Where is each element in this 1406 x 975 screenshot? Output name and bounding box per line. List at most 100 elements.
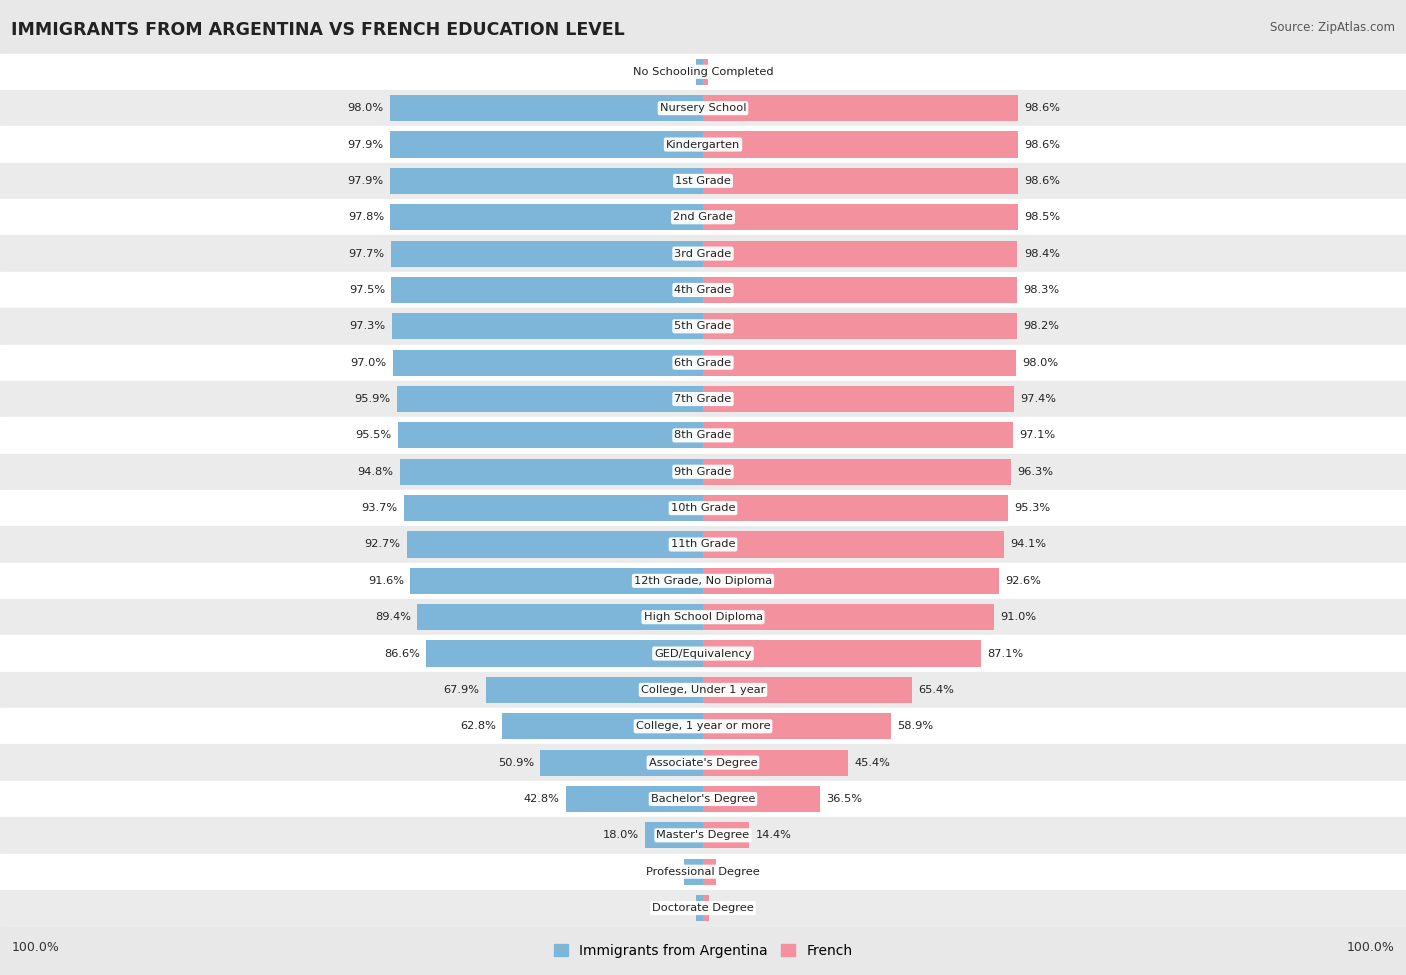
Text: 4.2%: 4.2% xyxy=(723,867,751,877)
Bar xyxy=(391,132,703,158)
Bar xyxy=(0,308,1406,344)
Bar xyxy=(391,204,703,230)
Text: 2.1%: 2.1% xyxy=(661,67,690,77)
Bar xyxy=(0,636,1406,672)
Bar xyxy=(0,235,1406,272)
Text: IMMIGRANTS FROM ARGENTINA VS FRENCH EDUCATION LEVEL: IMMIGRANTS FROM ARGENTINA VS FRENCH EDUC… xyxy=(11,21,626,39)
Bar xyxy=(703,96,1018,121)
Text: College, Under 1 year: College, Under 1 year xyxy=(641,684,765,695)
Text: 14.4%: 14.4% xyxy=(755,831,792,840)
Text: 89.4%: 89.4% xyxy=(375,612,411,622)
Text: 2.2%: 2.2% xyxy=(661,903,689,913)
Text: 58.9%: 58.9% xyxy=(897,722,934,731)
Text: 45.4%: 45.4% xyxy=(855,758,890,767)
Text: 97.4%: 97.4% xyxy=(1021,394,1057,404)
Bar xyxy=(0,54,1406,90)
Text: 92.6%: 92.6% xyxy=(1005,576,1042,586)
Text: 95.9%: 95.9% xyxy=(354,394,391,404)
Bar xyxy=(703,750,848,776)
Bar xyxy=(392,313,703,339)
Bar xyxy=(0,890,1406,926)
Bar xyxy=(0,381,1406,417)
Text: College, 1 year or more: College, 1 year or more xyxy=(636,722,770,731)
Text: 2nd Grade: 2nd Grade xyxy=(673,213,733,222)
Bar xyxy=(703,313,1017,339)
Text: 5.9%: 5.9% xyxy=(650,867,678,877)
Bar xyxy=(0,781,1406,817)
Text: Bachelor's Degree: Bachelor's Degree xyxy=(651,794,755,804)
Bar xyxy=(703,241,1018,267)
Bar xyxy=(391,277,703,303)
Text: 97.5%: 97.5% xyxy=(349,285,385,295)
Text: 94.1%: 94.1% xyxy=(1010,539,1046,550)
Bar xyxy=(0,489,1406,526)
Bar xyxy=(703,567,998,594)
Bar xyxy=(703,604,994,630)
Bar xyxy=(703,132,1018,158)
Text: 95.3%: 95.3% xyxy=(1014,503,1050,513)
Bar xyxy=(703,859,717,884)
Text: 36.5%: 36.5% xyxy=(827,794,862,804)
Bar xyxy=(696,895,703,921)
Text: No Schooling Completed: No Schooling Completed xyxy=(633,67,773,77)
Text: 91.6%: 91.6% xyxy=(368,576,404,586)
Text: 62.8%: 62.8% xyxy=(460,722,496,731)
Bar xyxy=(0,90,1406,127)
Bar xyxy=(696,58,703,85)
Bar xyxy=(703,168,1018,194)
Text: 97.7%: 97.7% xyxy=(349,249,384,258)
Text: 6th Grade: 6th Grade xyxy=(675,358,731,368)
Text: 9th Grade: 9th Grade xyxy=(675,467,731,477)
Bar xyxy=(703,822,749,848)
Text: Doctorate Degree: Doctorate Degree xyxy=(652,903,754,913)
Text: 91.0%: 91.0% xyxy=(1000,612,1036,622)
Text: 86.6%: 86.6% xyxy=(384,648,420,658)
Bar xyxy=(703,58,707,85)
Bar xyxy=(0,417,1406,453)
Text: 95.5%: 95.5% xyxy=(356,430,391,441)
Text: 98.2%: 98.2% xyxy=(1024,322,1059,332)
Text: 42.8%: 42.8% xyxy=(524,794,560,804)
Text: 50.9%: 50.9% xyxy=(498,758,534,767)
Bar xyxy=(703,204,1018,230)
Bar xyxy=(703,422,1014,449)
Bar xyxy=(406,531,703,558)
Text: 65.4%: 65.4% xyxy=(918,684,955,695)
Bar xyxy=(703,895,709,921)
Bar xyxy=(404,495,703,522)
Bar xyxy=(0,526,1406,563)
Text: Source: ZipAtlas.com: Source: ZipAtlas.com xyxy=(1270,21,1395,34)
Bar xyxy=(703,277,1017,303)
Bar xyxy=(0,563,1406,599)
Bar xyxy=(398,422,703,449)
Bar xyxy=(703,386,1014,412)
Bar xyxy=(486,677,703,703)
Bar xyxy=(0,745,1406,781)
Text: 98.4%: 98.4% xyxy=(1024,249,1060,258)
Text: 10th Grade: 10th Grade xyxy=(671,503,735,513)
Text: 67.9%: 67.9% xyxy=(444,684,479,695)
Text: 100.0%: 100.0% xyxy=(1347,941,1395,955)
Text: 98.0%: 98.0% xyxy=(347,103,384,113)
Bar xyxy=(0,453,1406,489)
Text: 98.3%: 98.3% xyxy=(1024,285,1060,295)
Bar xyxy=(567,786,703,812)
Bar xyxy=(685,859,703,884)
Bar xyxy=(0,599,1406,636)
Text: Nursery School: Nursery School xyxy=(659,103,747,113)
Text: 98.6%: 98.6% xyxy=(1025,139,1060,149)
Bar xyxy=(502,713,703,739)
Text: GED/Equivalency: GED/Equivalency xyxy=(654,648,752,658)
Bar xyxy=(0,127,1406,163)
Bar xyxy=(703,458,1011,485)
Bar xyxy=(411,567,703,594)
Text: 7th Grade: 7th Grade xyxy=(675,394,731,404)
Bar xyxy=(389,96,703,121)
Text: 97.8%: 97.8% xyxy=(347,213,384,222)
Bar xyxy=(703,641,981,667)
Bar xyxy=(0,344,1406,381)
Text: High School Diploma: High School Diploma xyxy=(644,612,762,622)
Bar xyxy=(0,163,1406,199)
Text: 97.0%: 97.0% xyxy=(350,358,387,368)
Bar xyxy=(391,241,703,267)
